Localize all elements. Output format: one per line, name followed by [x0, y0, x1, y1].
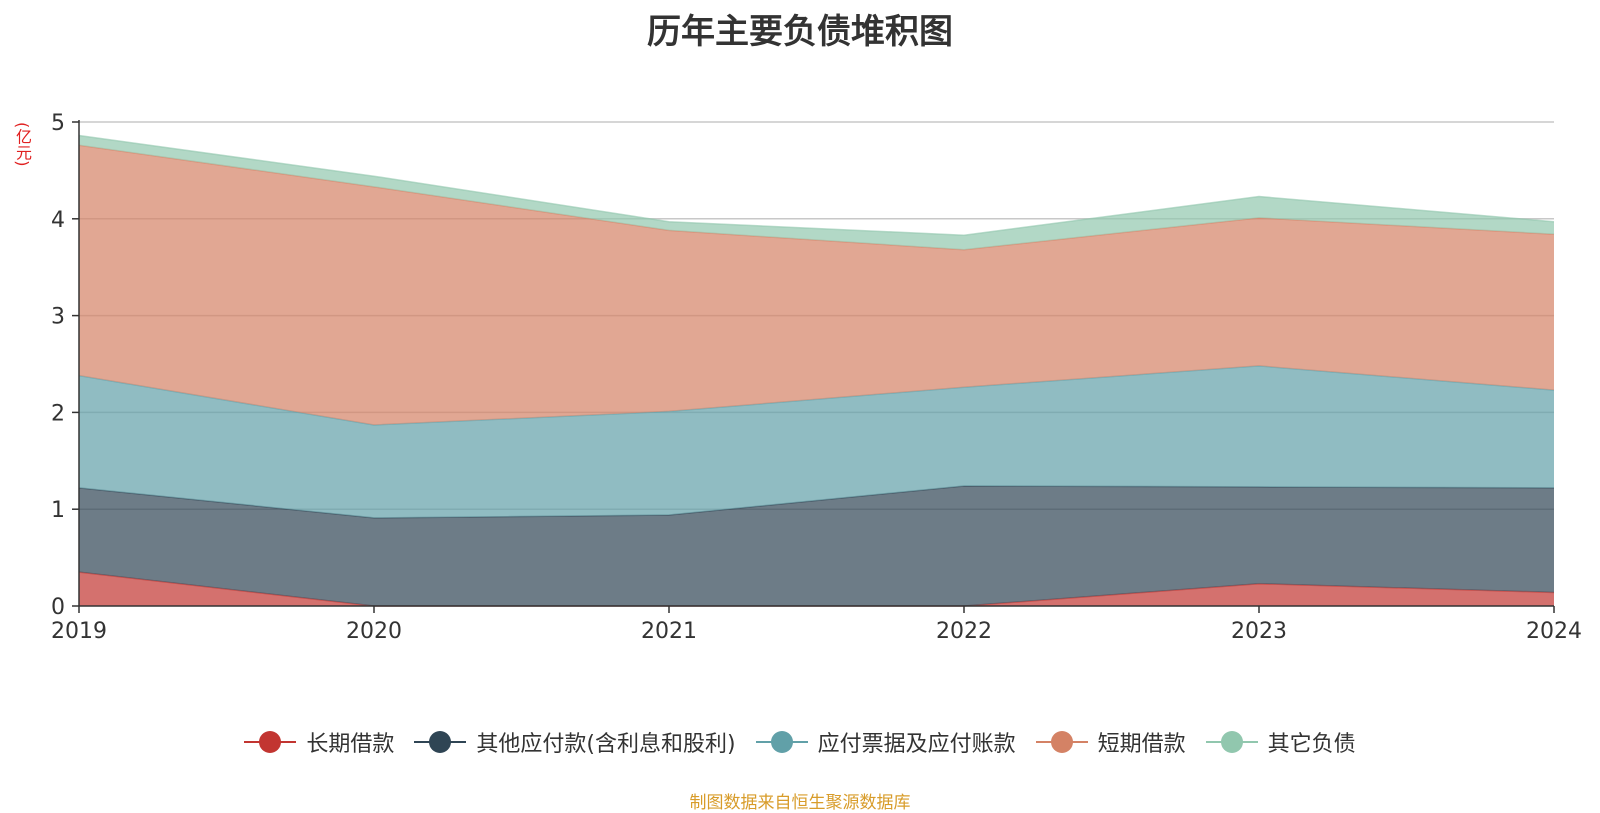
area-series-3	[79, 145, 1554, 425]
area-series-4	[79, 135, 1554, 250]
legend-marker-icon	[244, 730, 297, 754]
source-note: 制图数据来自恒生聚源数据库	[689, 793, 911, 813]
legend-label: 其它负债	[1267, 732, 1356, 757]
x-tick-label-2020: 2020	[346, 619, 402, 644]
legend-item-1[interactable]: 其他应付款(含利息和股利)	[414, 726, 736, 758]
x-tick-label-2022: 2022	[936, 619, 992, 644]
y-tick-label-5: 5	[51, 111, 65, 136]
legend-item-3[interactable]: 短期借款	[1035, 726, 1186, 758]
legend-label: 应付票据及应付账款	[817, 732, 1016, 757]
legend-item-4[interactable]: 其它负债	[1205, 726, 1356, 758]
y-tick-label-0: 0	[51, 595, 65, 620]
chart-legend: 长期借款 其他应付款(含利息和股利) 应付票据及应付账款 短期借款 其它负债	[0, 726, 1600, 758]
y-tick-label-4: 4	[51, 208, 65, 233]
x-tick-label-2021: 2021	[641, 619, 697, 644]
x-tick-label-2023: 2023	[1231, 619, 1287, 644]
legend-marker-icon	[1035, 730, 1088, 754]
area-series-2	[79, 365, 1554, 518]
legend-item-0[interactable]: 长期借款	[244, 726, 394, 758]
line-series-4	[78, 134, 1555, 237]
y-tick-label-3: 3	[51, 305, 65, 330]
y-tick-label-1: 1	[51, 498, 65, 523]
x-tick-label-2019: 2019	[51, 619, 107, 644]
legend-marker-icon	[1205, 730, 1258, 754]
legend-label: 其他应付款(含利息和股利)	[476, 732, 736, 757]
chart-title: 历年主要负债堆积图	[647, 12, 953, 52]
y-axis-unit-label: (亿元)	[13, 122, 32, 167]
area-series-0	[79, 572, 1554, 606]
y-tick-label-2: 2	[51, 401, 65, 426]
legend-label: 短期借款	[1097, 732, 1186, 757]
x-tick-label-2024: 2024	[1526, 619, 1582, 644]
legend-marker-icon	[414, 730, 467, 754]
area-series-1	[79, 485, 1554, 606]
legend-marker-icon	[755, 730, 808, 754]
legend-item-2[interactable]: 应付票据及应付账款	[755, 726, 1016, 758]
legend-label: 长期借款	[306, 732, 395, 757]
